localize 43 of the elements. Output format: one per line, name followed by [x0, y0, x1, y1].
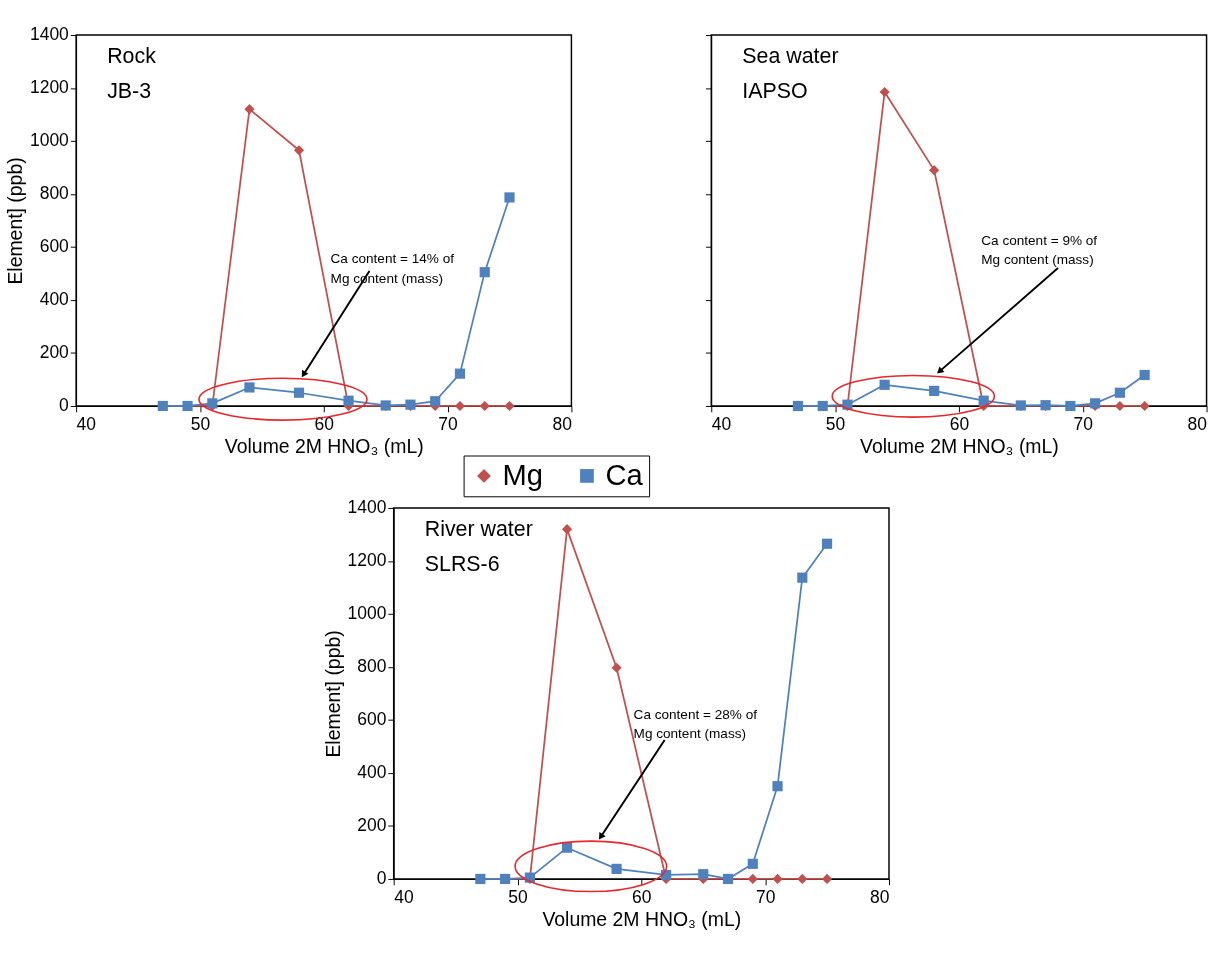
x-tick-label: 50 — [190, 413, 211, 434]
legend-label: Mg — [502, 458, 543, 491]
annotation: Ca content = 9% of Mg content (mass) — [981, 232, 1098, 268]
x-axis-title: Volume 2M HNO₃ (mL) — [860, 435, 1059, 458]
y-tick-label: 200 — [357, 815, 387, 836]
y-tick-label: 400 — [39, 289, 70, 310]
y-tick-label: 0 — [376, 868, 387, 889]
y-tick-label: 200 — [39, 342, 70, 363]
y-tick-label: 600 — [357, 709, 387, 730]
y-axis-title: Element] (ppb) — [321, 630, 344, 758]
x-tick-label: 40 — [394, 886, 414, 907]
x-tick-label: 70 — [1073, 413, 1094, 434]
x-tick-label: 50 — [825, 413, 846, 434]
text: Rock JB-3 — [107, 44, 157, 104]
x-tick-label: 80 — [552, 413, 573, 434]
x-tick-label: 60 — [314, 413, 335, 434]
y-axis-title: Element] (ppb) — [4, 157, 27, 285]
legend-label: Ca — [605, 458, 644, 491]
x-tick-label: 60 — [632, 886, 652, 907]
x-tick-label: 70 — [755, 886, 776, 907]
y-tick-label: 600 — [39, 236, 70, 257]
y-tick-label: 400 — [357, 762, 387, 783]
x-axis-title: Volume 2M HNO₃ (mL) — [542, 908, 742, 931]
y-tick-label: 1200 — [29, 77, 70, 98]
y-tick-label: 800 — [39, 183, 70, 204]
x-tick-label: 80 — [1187, 413, 1208, 434]
x-tick-label: 40 — [76, 413, 97, 434]
x-axis-title: Volume 2M HNO₃ (mL) — [224, 435, 424, 458]
text: Sea water IAPSO — [742, 44, 839, 104]
x-tick-label: 60 — [949, 413, 970, 434]
annotation: Ca content = 28% of Mg content (mass) — [633, 706, 758, 742]
x-tick-label: 40 — [711, 413, 732, 434]
text: River water SLRS-6 — [424, 517, 533, 577]
y-tick-label: 1400 — [29, 24, 70, 45]
x-tick-label: 50 — [508, 886, 528, 907]
y-tick-label: 0 — [59, 395, 70, 416]
x-tick-label: 70 — [438, 413, 459, 434]
y-tick-label: 800 — [357, 656, 387, 677]
y-tick-label: 1000 — [29, 130, 70, 151]
y-tick-label: 1400 — [347, 497, 387, 518]
y-tick-label: 1000 — [347, 603, 387, 624]
y-tick-label: 1200 — [347, 550, 387, 571]
x-tick-label: 80 — [870, 886, 890, 907]
